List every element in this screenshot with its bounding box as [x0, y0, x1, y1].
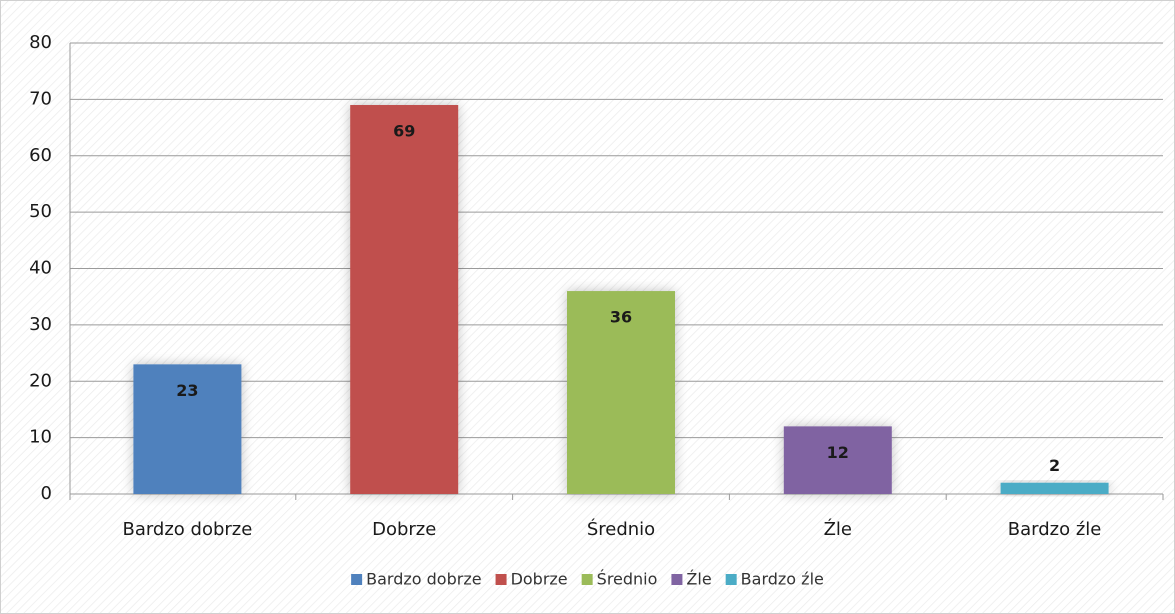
y-tick-label: 10 [29, 427, 52, 448]
legend-label: Średnio [597, 570, 658, 589]
x-tick-label: Średnio [587, 518, 655, 540]
data-label: 36 [610, 308, 632, 327]
x-tick-label: Dobrze [372, 519, 436, 540]
data-label: 12 [827, 443, 849, 462]
y-tick-label: 60 [29, 145, 52, 166]
legend-label: Bardzo źle [741, 570, 824, 589]
y-tick-label: 70 [29, 88, 52, 109]
bar [783, 426, 892, 494]
legend-label: Źle [686, 570, 711, 589]
bar [1000, 482, 1109, 494]
data-label: 69 [393, 122, 415, 141]
x-tick-label: Źle [824, 518, 852, 540]
legend-swatch [671, 574, 683, 585]
y-tick-label: 20 [29, 370, 52, 391]
data-label: 23 [176, 381, 198, 400]
legend-swatch [725, 574, 737, 585]
y-tick-label: 30 [29, 314, 52, 335]
bar [567, 291, 675, 494]
legend-swatch [581, 574, 593, 585]
y-tick-label: 40 [29, 258, 52, 279]
y-tick-label: 0 [41, 483, 52, 504]
legend-label: Dobrze [511, 570, 568, 589]
bar [350, 105, 459, 494]
bar [133, 364, 242, 494]
legend-label: Bardzo dobrze [366, 570, 481, 589]
legend-swatch [495, 574, 507, 585]
legend-swatch [351, 574, 363, 585]
x-tick-label: Bardzo dobrze [122, 519, 252, 540]
y-tick-label: 80 [29, 32, 52, 53]
x-tick-label: Bardzo źle [1008, 519, 1102, 540]
y-tick-label: 50 [29, 201, 52, 222]
data-label: 2 [1049, 456, 1060, 475]
